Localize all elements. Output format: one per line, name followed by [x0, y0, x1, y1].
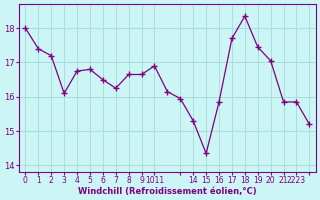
X-axis label: Windchill (Refroidissement éolien,°C): Windchill (Refroidissement éolien,°C)	[78, 187, 257, 196]
